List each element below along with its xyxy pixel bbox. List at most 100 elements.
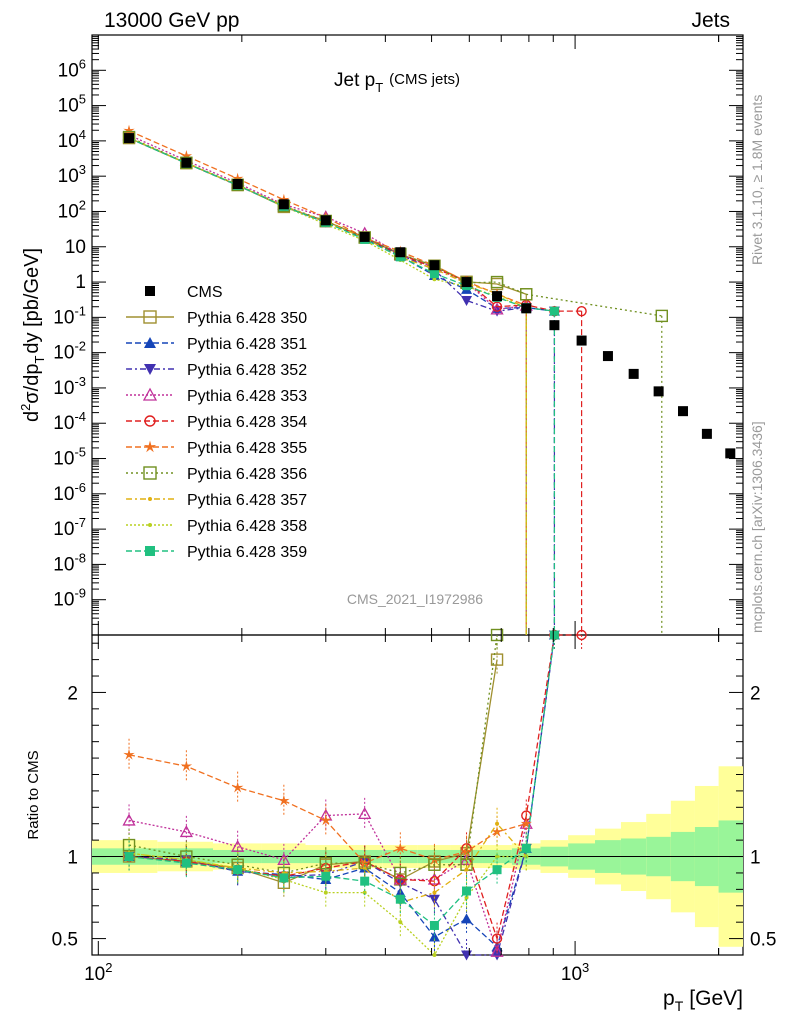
y-axis-label: d2σ/dpTdy [pb/GeV] — [18, 248, 47, 422]
series-marker-5 — [278, 193, 290, 205]
y-tick-label: 10-6 — [53, 480, 86, 505]
ratio-marker-6 — [490, 628, 504, 642]
header-left: 13000 GeV pp — [104, 9, 239, 32]
ratio-marker-7 — [464, 867, 469, 872]
ratio-marker-5 — [491, 825, 503, 837]
ratio-plot-frame — [91, 634, 744, 956]
ratio-marker-4 — [576, 629, 587, 641]
axis-ticks — [92, 34, 743, 955]
cms-point — [181, 157, 192, 168]
ratio-marker-5 — [278, 794, 290, 806]
series-marker-9 — [429, 269, 439, 279]
ratio-tick-label-left: 2 — [67, 683, 78, 704]
ratio-line-7 — [128, 822, 527, 904]
ratio-marker-9 — [492, 865, 502, 875]
y-tick-label: 103 — [58, 162, 86, 187]
ratio-marker-5 — [394, 842, 406, 854]
cms-point — [429, 260, 440, 271]
ratio-marker-9 — [279, 873, 289, 883]
ratio-tick-label-right: 1 — [750, 848, 761, 869]
cms-point — [521, 303, 532, 314]
cms-point — [725, 448, 736, 459]
x-tick-label: 103 — [561, 960, 589, 985]
cms-point — [549, 320, 560, 331]
cms-point — [628, 368, 639, 379]
y-tick-label: 10-1 — [53, 303, 86, 328]
ratio-marker-0 — [490, 653, 504, 666]
legend-label-9: Pythia 6.428 359 — [187, 544, 307, 561]
cms-data-points — [124, 133, 736, 459]
rivet-label: Rivet 3.1.10, ≥ 1.8M events — [749, 95, 765, 265]
ratio-marker-7 — [362, 866, 367, 871]
y-tick-label: 106 — [58, 56, 86, 81]
cms-point — [278, 199, 289, 210]
x-axis-label: pT [GeV] — [663, 987, 743, 1014]
ratio-marker-8 — [432, 953, 437, 957]
legend-marker-9 — [145, 546, 155, 556]
ratio-marker-9 — [462, 886, 472, 896]
ratio-marker-9 — [321, 871, 331, 881]
ratio-marker-9 — [181, 858, 191, 868]
cms-point — [701, 428, 712, 439]
legend-label-4: Pythia 6.428 354 — [187, 414, 307, 431]
ratio-marker-5 — [359, 857, 371, 868]
ratio-marker-1 — [461, 913, 473, 924]
y-tick-label: 10-7 — [53, 515, 86, 540]
series-marker-4 — [576, 305, 587, 317]
cms-point — [461, 277, 472, 288]
ratio-marker-7 — [432, 890, 437, 895]
ratio-marker-9 — [549, 630, 559, 640]
legend-marker-cms — [145, 286, 155, 296]
legend-label-5: Pythia 6.428 355 — [187, 440, 307, 457]
analysis-label: CMS_2021_I1972986 — [347, 591, 483, 607]
series-marker-6 — [655, 309, 668, 323]
ratio-line-1 — [128, 634, 556, 948]
ratio-marker-7 — [495, 821, 500, 826]
ratio-marker-3 — [490, 944, 504, 957]
legend-marker-5 — [143, 440, 157, 453]
ratio-marker-8 — [398, 920, 403, 925]
ratio-tick-label-right: 2 — [750, 683, 761, 704]
y-tick-label: 10-3 — [53, 374, 86, 399]
series-line-5 — [128, 130, 527, 307]
ratio-marker-2 — [428, 894, 440, 905]
cms-point — [395, 247, 406, 258]
ratio-line-2 — [129, 634, 556, 956]
legend-marker-7 — [148, 497, 152, 501]
ratio-marker-9 — [429, 920, 439, 930]
cms-point — [602, 351, 613, 362]
y-tick-label: 10-8 — [53, 550, 86, 575]
ratio-line-6 — [128, 634, 498, 874]
ratio-marker-9 — [360, 876, 370, 886]
legend-label-2: Pythia 6.428 352 — [187, 362, 307, 379]
series-line-6 — [128, 136, 662, 317]
ratio-marker-5 — [460, 845, 473, 857]
ratio-tick-label-left: 1 — [67, 848, 78, 869]
ratio-marker-2 — [491, 950, 503, 961]
cms-point — [492, 291, 503, 302]
ratio-marker-9 — [233, 865, 243, 875]
legend-label-7: Pythia 6.428 357 — [187, 492, 307, 509]
ratio-line-0 — [128, 659, 498, 884]
legend-marker-6 — [143, 466, 157, 480]
y-tick-label: 105 — [58, 92, 86, 117]
legend-label-6: Pythia 6.428 356 — [187, 466, 307, 483]
x-tick-label: 102 — [84, 960, 112, 985]
cms-point — [124, 133, 135, 144]
legend-label-1: Pythia 6.428 351 — [187, 336, 307, 353]
ratio-marker-8 — [464, 895, 469, 900]
mcplots-label: mcplots.cern.ch [arXiv:1306.3436] — [749, 421, 765, 633]
cms-point — [653, 386, 664, 397]
ratio-marker-1 — [428, 931, 440, 942]
legend-marker-4 — [144, 415, 156, 427]
series-marker-6 — [490, 275, 504, 289]
y-tick-label: 10-9 — [53, 586, 86, 611]
chart-title: Jet pT (CMS jets) — [334, 70, 460, 95]
y-tick-label: 10-2 — [53, 339, 86, 364]
ratio-marker-9 — [395, 894, 405, 904]
ratio-marker-5 — [180, 760, 193, 772]
ratio-marker-3 — [179, 825, 193, 838]
y-tick-label: 104 — [58, 127, 86, 152]
y-tick-label: 10-4 — [53, 409, 86, 434]
